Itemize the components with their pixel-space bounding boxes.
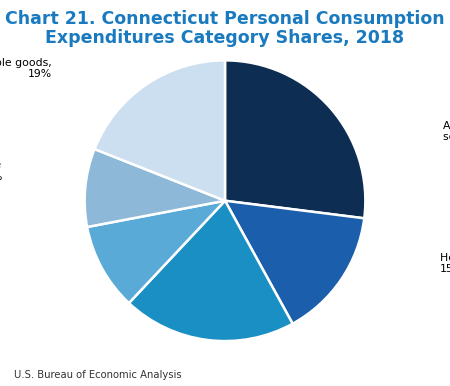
- Wedge shape: [225, 201, 364, 324]
- Text: Health care,
15%: Health care, 15%: [440, 253, 450, 274]
- Text: Expenditures Category Shares, 2018: Expenditures Category Shares, 2018: [45, 29, 405, 47]
- Wedge shape: [129, 201, 292, 341]
- Wedge shape: [85, 149, 225, 227]
- Text: Chart 21. Connecticut Personal Consumption: Chart 21. Connecticut Personal Consumpti…: [5, 10, 445, 28]
- Wedge shape: [94, 60, 225, 201]
- Text: Durable
goods, 9%: Durable goods, 9%: [0, 160, 2, 182]
- Text: U.S. Bureau of Economic Analysis: U.S. Bureau of Economic Analysis: [14, 370, 181, 380]
- Wedge shape: [225, 60, 365, 218]
- Wedge shape: [87, 201, 225, 303]
- Text: All other
services, 27%: All other services, 27%: [443, 120, 450, 142]
- Text: Nondurable goods,
19%: Nondurable goods, 19%: [0, 58, 52, 80]
